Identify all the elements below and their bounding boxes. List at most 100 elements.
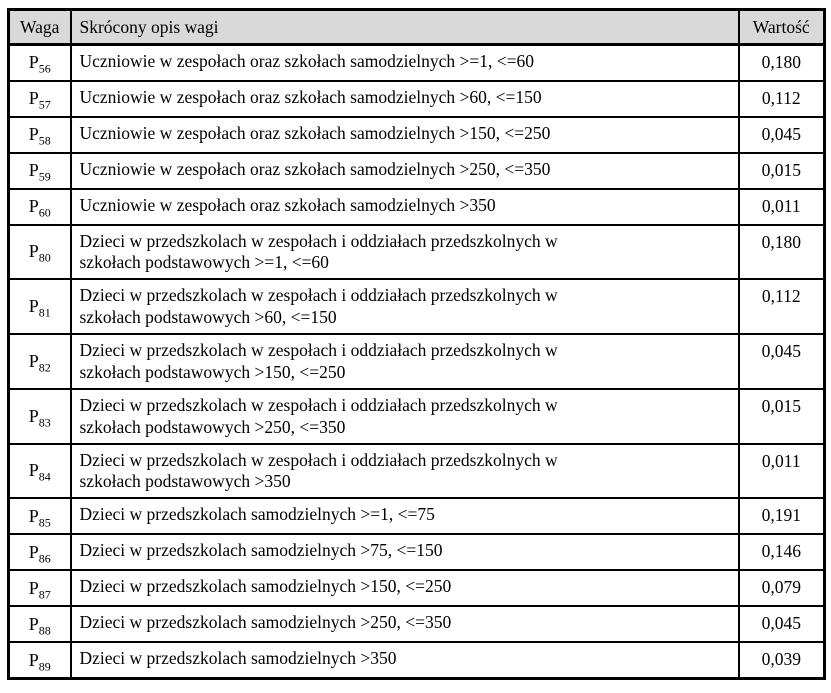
weight-cell: P85 — [7, 497, 72, 536]
description-line: szkołach podstawowych >250, <=350 — [79, 416, 346, 437]
value-cell: 0,079 — [737, 569, 826, 608]
table-row: P89 Dzieci w przedszkolach samodzielnych … — [7, 641, 826, 680]
table-row: P85 Dzieci w przedszkolach samodzielnych … — [7, 497, 826, 536]
value-cell: 0,112 — [737, 278, 826, 335]
table-row: P80 Dzieci w przedszkolach w zespołach i … — [7, 223, 826, 281]
value-cell: 0,045 — [737, 115, 826, 154]
table-row: P83 Dzieci w przedszkolach w zespołach i … — [7, 387, 826, 445]
weight-subscript: 85 — [38, 515, 51, 530]
description-cell: Dzieci w przedszkolach samodzielnych >25… — [69, 605, 740, 644]
description-line: Uczniowie w zespołach oraz szkołach samo… — [79, 122, 551, 143]
weight-subscript: 84 — [38, 469, 51, 484]
weight-subscript: 80 — [38, 250, 51, 265]
table-row: P88 Dzieci w przedszkolach samodzielnych … — [7, 605, 826, 644]
value-cell: 0,112 — [737, 79, 826, 118]
description-cell: Dzieci w przedszkolach samodzielnych >35… — [69, 641, 740, 680]
table-row: P86 Dzieci w przedszkolach samodzielnych … — [7, 533, 826, 572]
weight-symbol: P — [28, 196, 39, 216]
weight-cell: P86 — [7, 533, 72, 572]
weight-symbol: P — [28, 160, 39, 180]
weight-symbol: P — [28, 505, 39, 526]
weight-symbol: P — [28, 613, 39, 634]
weight-symbol: P — [28, 124, 39, 144]
weight-cell: P80 — [7, 223, 72, 281]
description-line: Dzieci w przedszkolach w zespołach i odd… — [79, 449, 558, 470]
description-cell: Uczniowie w zespołach oraz szkołach samo… — [69, 115, 740, 154]
weight-cell: P58 — [7, 115, 72, 154]
table-row: P57 Uczniowie w zespołach oraz szkołach s… — [7, 79, 826, 118]
description-line: Uczniowie w zespołach oraz szkołach samo… — [79, 194, 496, 215]
description-line: szkołach podstawowych >150, <=250 — [79, 361, 346, 382]
column-header-waga: Waga — [7, 8, 72, 46]
column-header-wartosc: Wartość — [737, 8, 826, 46]
description-line: szkołach podstawowych >=1, <=60 — [79, 252, 329, 273]
value-cell: 0,015 — [737, 387, 826, 445]
table-row: P60 Uczniowie w zespołach oraz szkołach s… — [7, 187, 826, 226]
value-cell: 0,039 — [737, 641, 826, 680]
table-row: P58 Uczniowie w zespołach oraz szkołach s… — [7, 115, 826, 154]
weight-cell: P57 — [7, 79, 72, 118]
description-line: szkołach podstawowych >60, <=150 — [79, 307, 337, 328]
description-line: Dzieci w przedszkolach samodzielnych >25… — [79, 612, 452, 633]
weight-symbol: P — [28, 649, 39, 670]
description-line: Dzieci w przedszkolach w zespołach i odd… — [79, 285, 558, 306]
header-row: Waga Skrócony opis wagi Wartość — [7, 8, 826, 46]
weight-subscript: 58 — [38, 133, 51, 148]
table-row: P82 Dzieci w przedszkolach w zespołach i … — [7, 333, 826, 390]
description-cell: Dzieci w przedszkolach w zespołach i odd… — [69, 442, 740, 500]
value-cell: 0,191 — [737, 497, 826, 536]
weight-symbol: P — [28, 405, 39, 426]
weight-symbol: P — [28, 350, 39, 371]
weight-subscript: 56 — [38, 61, 51, 76]
description-cell: Uczniowie w zespołach oraz szkołach samo… — [69, 151, 740, 190]
weight-symbol: P — [28, 52, 39, 73]
weight-cell: P56 — [7, 43, 72, 82]
weight-subscript: 89 — [38, 659, 51, 674]
description-line: Uczniowie w zespołach oraz szkołach samo… — [79, 51, 534, 71]
value-cell: 0,146 — [737, 533, 826, 572]
value-cell: 0,180 — [737, 223, 826, 281]
value-cell: 0,011 — [737, 442, 826, 500]
description-cell: Uczniowie w zespołach oraz szkołach samo… — [69, 79, 740, 118]
weight-symbol: P — [28, 88, 39, 108]
description-cell: Dzieci w przedszkolach samodzielnych >15… — [69, 569, 740, 608]
weight-cell: P87 — [7, 569, 72, 608]
description-cell: Dzieci w przedszkolach w zespołach i odd… — [69, 278, 740, 335]
column-header-opis: Skrócony opis wagi — [69, 8, 740, 46]
value-cell: 0,045 — [737, 605, 826, 644]
description-line: szkołach podstawowych >350 — [79, 471, 291, 492]
weight-cell: P82 — [7, 333, 72, 390]
weight-symbol: P — [28, 460, 39, 481]
description-line: Dzieci w przedszkolach samodzielnych >75… — [79, 540, 443, 561]
weight-subscript: 87 — [38, 587, 51, 602]
weight-subscript: 86 — [38, 551, 51, 566]
description-line: Dzieci w przedszkolach samodzielnych >=1… — [79, 504, 435, 525]
value-cell: 0,045 — [737, 333, 826, 390]
table-row: P87 Dzieci w przedszkolach samodzielnych … — [7, 569, 826, 608]
table-row: P56 Uczniowie w zespołach oraz szkołach s… — [7, 43, 826, 82]
weight-subscript: 83 — [38, 415, 51, 430]
description-line: Dzieci w przedszkolach w zespołach i odd… — [79, 230, 558, 251]
weight-symbol: P — [28, 296, 39, 317]
description-cell: Dzieci w przedszkolach w zespołach i odd… — [69, 333, 740, 390]
description-line: Dzieci w przedszkolach samodzielnych >15… — [79, 576, 452, 597]
weights-table-body: P56 Uczniowie w zespołach oraz szkołach s… — [7, 43, 826, 680]
description-line: Dzieci w przedszkolach samodzielnych >35… — [79, 648, 397, 669]
table-row: P84 Dzieci w przedszkolach w zespołach i … — [7, 442, 826, 500]
weight-symbol: P — [28, 577, 39, 598]
weight-cell: P59 — [7, 151, 72, 190]
description-cell: Uczniowie w zespołach oraz szkołach samo… — [69, 187, 740, 226]
weight-cell: P83 — [7, 387, 72, 445]
value-cell: 0,011 — [737, 187, 826, 226]
value-cell: 0,015 — [737, 151, 826, 190]
weight-symbol: P — [28, 241, 39, 262]
description-cell: Uczniowie w zespołach oraz szkołach samo… — [69, 43, 740, 82]
description-line: Dzieci w przedszkolach w zespołach i odd… — [79, 340, 558, 360]
table-header: Waga Skrócony opis wagi Wartość — [7, 8, 826, 46]
weight-subscript: 81 — [38, 305, 51, 320]
description-line: Dzieci w przedszkolach w zespołach i odd… — [79, 394, 558, 415]
weight-subscript: 59 — [38, 169, 51, 184]
weight-cell: P84 — [7, 442, 72, 500]
weight-subscript: 82 — [38, 360, 51, 375]
weights-table: Waga Skrócony opis wagi Wartość P56 Uczni… — [7, 8, 826, 680]
